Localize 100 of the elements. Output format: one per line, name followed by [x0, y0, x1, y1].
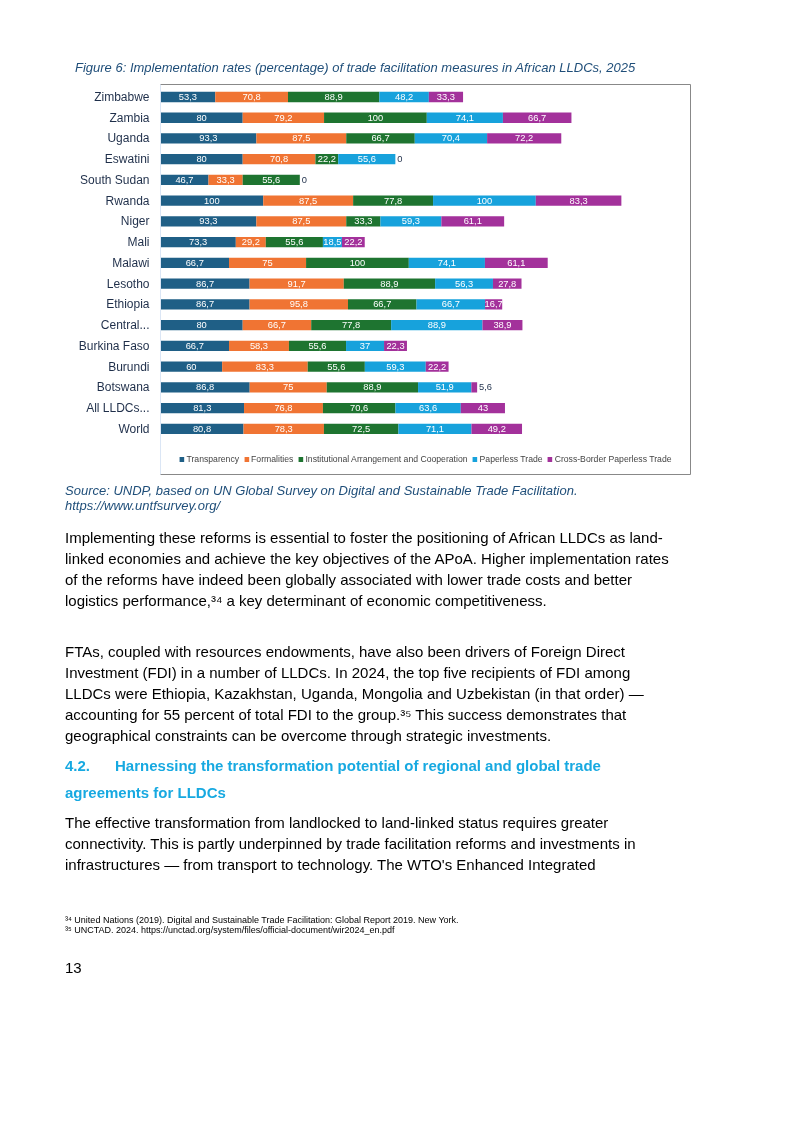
text: Implementing these reforms is essential to foster the positioning of African LLDCs as land-linked economies and achieve the key objectives of the APoA. Higher implementation rates of the reforms have indeed been globally associated with lower trade costs and better logistics performance,³⁴ a key determinant of economic competitiveness.	[65, 528, 670, 612]
text: 4.2. Harnessing the transformation potential of regional and global trade agreements for LLDCs	[65, 756, 602, 804]
bar	[249, 299, 348, 310]
data-label: 100	[476, 195, 493, 206]
bar	[160, 112, 243, 124]
bar	[398, 423, 472, 435]
bar	[160, 361, 223, 372]
data-label: 74,1	[455, 112, 474, 123]
text: ³⁴ United Nations (2019). Digital and Sustainable Trade Facilitation: Global Report 2019. New York.	[65, 915, 460, 926]
data-label: 43	[477, 403, 489, 414]
data-label: 88,9	[427, 320, 446, 331]
data-label: 61,1	[463, 216, 482, 227]
data-label: 100	[349, 258, 366, 269]
data-label: 78,3	[274, 424, 293, 434]
bar	[380, 216, 442, 227]
data-label: 66,7	[185, 258, 204, 269]
data-label: 88,9	[380, 278, 399, 289]
data-label: 80	[196, 154, 207, 165]
bar	[222, 361, 308, 372]
data-label: 81,3	[193, 403, 212, 414]
y-tick-label: Zambia	[109, 110, 150, 125]
data-label: 80,8	[192, 424, 212, 434]
data-label: 22,2	[344, 237, 363, 248]
bar	[324, 112, 427, 124]
data-label: 93,3	[199, 216, 218, 227]
data-label: 5,6	[478, 382, 492, 393]
data-label: 33,3	[216, 175, 235, 186]
data-label: 91,7	[287, 278, 306, 289]
text: FTAs, coupled with resources endowments, have also been drivers of Foreign Direct Investment (FDI) in a number of LLDCs. In 2024, the top five recipients of FDI among LLDCs were Ethiopia, Kazakhstan, Uganda, Mongolia and Uzbekistan (in that order) — accounting for 55 percent of total FDI to the group.³⁵ This success demonstrates that geographical constraints can be overcome through strategic investments.	[65, 642, 645, 747]
data-label: 29,2	[241, 237, 260, 248]
bar	[160, 299, 250, 310]
y-tick-label: Eswatini	[104, 152, 150, 167]
bar	[535, 195, 622, 206]
bar	[229, 257, 307, 269]
data-label: 72,5	[352, 424, 371, 434]
y-tick-label: Botswana	[96, 380, 150, 395]
data-label: 66,7	[373, 299, 392, 310]
legend-label: Formalities	[251, 454, 294, 465]
bar	[418, 382, 472, 393]
data-label: 22,3	[386, 341, 405, 352]
bar	[306, 257, 409, 269]
bar	[435, 278, 493, 289]
data-label: 0	[397, 154, 403, 165]
data-label: 63,6	[419, 403, 438, 414]
data-label: 70,8	[269, 154, 289, 165]
bar	[414, 133, 488, 144]
bar	[416, 299, 486, 310]
data-label: 66,7	[528, 112, 547, 123]
data-label: 86,8	[196, 382, 215, 393]
legend-label: Institutional Arrangement and Cooperation	[305, 454, 468, 465]
data-label: 70,6	[350, 403, 369, 414]
data-label: 38,9	[493, 320, 512, 331]
data-label: 59,3	[386, 361, 405, 372]
text: 13	[65, 959, 83, 977]
data-label: 55,6	[357, 154, 376, 165]
bar	[364, 361, 426, 372]
data-label: 48,2	[395, 92, 414, 103]
data-label: 100	[204, 195, 220, 206]
data-label: 88,9	[324, 92, 343, 103]
data-label: 87,5	[292, 216, 311, 227]
data-label: 66,7	[441, 299, 460, 310]
y-tick-label: Burkina Faso	[78, 339, 150, 354]
data-label: 79,2	[274, 112, 293, 123]
bar	[471, 382, 478, 393]
y-tick-label: South Sudan	[80, 173, 150, 188]
y-tick-label: Ethiopia	[106, 297, 150, 312]
data-label: 88,9	[363, 382, 382, 393]
y-tick-label: Central...	[100, 318, 150, 333]
y-tick-label: Malawi	[112, 256, 150, 271]
bar	[160, 278, 250, 289]
data-label: 55,6	[308, 341, 327, 352]
bar	[160, 154, 243, 165]
data-label: 73,3	[189, 237, 208, 248]
bar	[487, 133, 562, 144]
data-label: 18,5	[323, 237, 342, 248]
legend-label: Cross-Border Paperless Trade	[554, 454, 672, 465]
data-label: 77,8	[384, 195, 403, 206]
data-label: 66,7	[267, 320, 287, 331]
data-label: 37	[359, 341, 371, 352]
bar	[160, 216, 257, 227]
bar	[307, 361, 365, 372]
data-label: 100	[367, 112, 384, 123]
data-label: 55,6	[262, 175, 281, 186]
data-label: 55,6	[327, 361, 346, 372]
bar	[433, 195, 536, 206]
data-label: 22,2	[428, 361, 447, 372]
data-label: 60	[186, 361, 197, 372]
legend-label: Transparency	[186, 454, 240, 465]
y-tick-label: Zimbabwe	[94, 90, 150, 105]
bar	[353, 195, 434, 206]
data-label: 86,7	[195, 278, 215, 289]
text: The effective transformation from landlocked to land-linked status requires greater connectivity. This is partly underpinned by trade facilitation reforms and investments in infrastructures — from transport to technology. The WTO's Enhanced Integrated	[65, 813, 637, 876]
text: https://www.untfsurvey.org/	[65, 498, 222, 514]
bar	[346, 133, 415, 144]
data-label: 93,3	[199, 133, 218, 144]
chart-title: Figure 6: Implementation rates (percentage) of trade facilitation measures in African LLDCs, 2025	[75, 60, 636, 75]
bar	[256, 133, 347, 144]
bar	[249, 382, 327, 393]
data-label: 0	[301, 175, 307, 186]
bar	[249, 278, 344, 289]
